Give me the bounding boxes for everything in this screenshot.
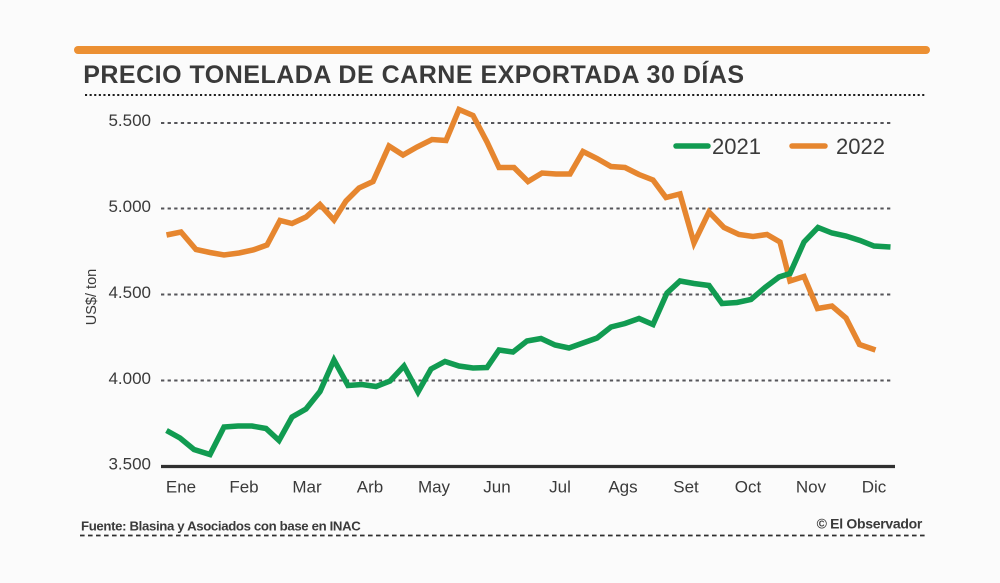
svg-text:Set: Set <box>673 478 699 497</box>
svg-text:May: May <box>418 478 451 497</box>
svg-text:Ene: Ene <box>166 478 196 497</box>
svg-text:5.500: 5.500 <box>108 111 151 130</box>
svg-text:4.500: 4.500 <box>108 283 151 302</box>
svg-text:Mar: Mar <box>292 478 322 497</box>
svg-text:Jul: Jul <box>549 478 571 497</box>
svg-text:2022: 2022 <box>836 134 885 159</box>
svg-text:4.000: 4.000 <box>108 369 151 388</box>
svg-text:Feb: Feb <box>229 478 258 497</box>
svg-text:Oct: Oct <box>735 478 762 497</box>
svg-text:Ags: Ags <box>608 478 637 497</box>
svg-text:Nov: Nov <box>796 478 827 497</box>
svg-text:Arb: Arb <box>357 478 383 497</box>
svg-text:US$/ ton: US$/ ton <box>84 269 100 325</box>
svg-text:Jun: Jun <box>483 478 510 497</box>
svg-text:2021: 2021 <box>712 134 761 159</box>
svg-text:© El Observador: © El Observador <box>817 516 923 532</box>
svg-text:Dic: Dic <box>862 478 887 497</box>
svg-text:5.000: 5.000 <box>108 197 151 216</box>
svg-text:PRECIO TONELADA DE CARNE EXPOR: PRECIO TONELADA DE CARNE EXPORTADA 30 DÍ… <box>83 60 744 89</box>
svg-text:Fuente: Blasina y Asociados co: Fuente: Blasina y Asociados con base en … <box>81 519 361 534</box>
svg-text:3.500: 3.500 <box>108 455 151 474</box>
